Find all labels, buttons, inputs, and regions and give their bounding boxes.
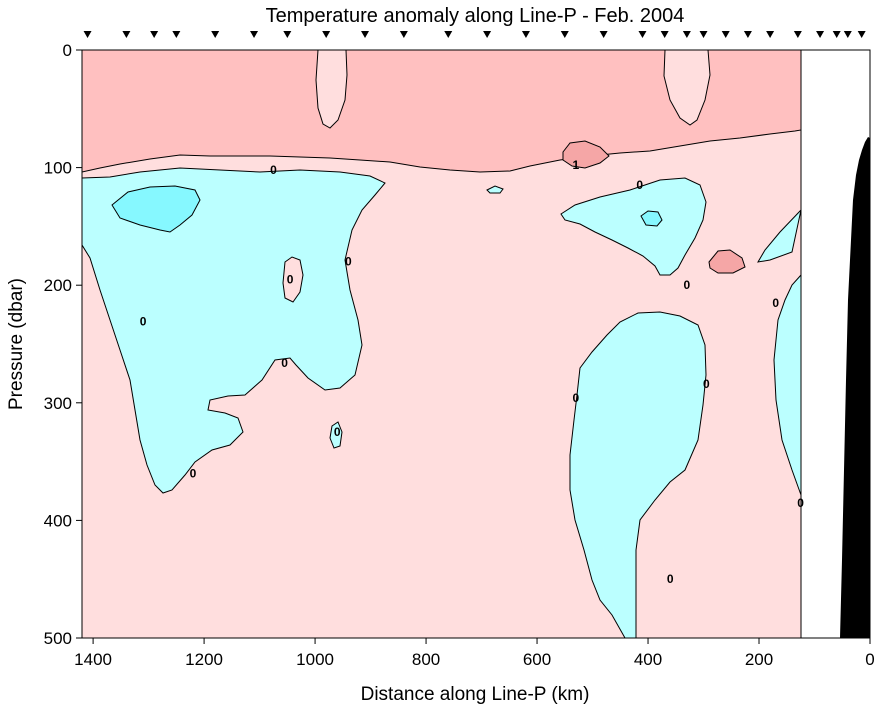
contour-label: 0	[703, 377, 710, 391]
western-cold-core	[111, 185, 201, 233]
cool-blob-960km	[329, 421, 343, 449]
station-marker	[843, 31, 852, 38]
station-marker	[721, 31, 730, 38]
contour-label: 0	[797, 496, 804, 510]
station-marker	[483, 31, 492, 38]
station-marker	[560, 31, 569, 38]
x-axis-label: Distance along Line-P (km)	[361, 684, 590, 705]
contour-label: 0	[270, 163, 277, 177]
station-marker	[250, 31, 259, 38]
station-marker	[660, 31, 669, 38]
western-warm-hole	[282, 256, 304, 303]
contour-label: 0	[334, 425, 341, 439]
surface-lens-east	[663, 50, 711, 126]
station-marker	[857, 31, 866, 38]
station-marker	[361, 31, 370, 38]
y-tick-label: 0	[63, 41, 72, 60]
eastern-cold-core	[640, 210, 663, 227]
y-tick-label: 400	[44, 511, 72, 530]
x-tick-label: 200	[745, 650, 773, 669]
contour-label: 0	[772, 296, 779, 310]
x-tick-label: 0	[865, 650, 874, 669]
x-tick-label: 1400	[74, 650, 112, 669]
y-tick-label: 300	[44, 394, 72, 413]
contour-label: 0	[345, 255, 352, 269]
western-cool-patch	[82, 167, 386, 494]
station-marker	[682, 31, 691, 38]
station-marker	[766, 31, 775, 38]
y-tick-label: 100	[44, 159, 72, 178]
station-marker	[322, 31, 331, 38]
contour-label: 0	[140, 315, 147, 329]
station-marker	[521, 31, 530, 38]
station-marker	[816, 31, 825, 38]
surface-lens-west	[315, 50, 348, 129]
coastal-cool-strip	[757, 140, 802, 496]
contour-label: 0	[281, 356, 288, 370]
contour-label: 0	[667, 572, 674, 586]
station-marker	[122, 31, 131, 38]
bathymetry	[840, 137, 870, 638]
y-tick-label: 500	[44, 629, 72, 648]
station-markers	[83, 31, 866, 38]
x-tick-label: 1000	[296, 650, 334, 669]
x-tick-label: 600	[523, 650, 551, 669]
contour-label: 0	[190, 466, 197, 480]
x-tick-label: 800	[412, 650, 440, 669]
contour-label: 0	[636, 178, 643, 192]
station-marker	[743, 31, 752, 38]
station-marker	[283, 31, 292, 38]
warm-peak	[562, 140, 610, 169]
y-axis: 0 100 200 300 400 500	[44, 41, 82, 648]
chart-title: Temperature anomaly along Line-P - Feb. …	[266, 5, 685, 27]
x-tick-label: 1200	[185, 650, 223, 669]
x-axis: 1400 1200 1000 800 600 400 200 0	[74, 638, 875, 669]
warm-spot-260km	[708, 249, 746, 274]
station-marker	[172, 31, 181, 38]
plot-area	[82, 50, 870, 638]
y-tick-label: 200	[44, 276, 72, 295]
station-marker	[793, 31, 802, 38]
station-marker	[832, 31, 841, 38]
station-marker	[444, 31, 453, 38]
station-marker	[599, 31, 608, 38]
station-marker	[699, 31, 708, 38]
y-axis-label: Pressure (dbar)	[6, 278, 27, 410]
contour-label: 0	[684, 278, 691, 292]
contour-label: 0	[287, 272, 294, 286]
plot-frame	[81, 49, 871, 639]
station-marker	[150, 31, 159, 38]
contour-labels: 0 0 0 0 0 0 0 0 0 0 0 0 0 0 1	[140, 158, 805, 586]
contour-label: 0	[573, 391, 580, 405]
surface-warm-layer	[82, 50, 802, 173]
station-marker	[83, 31, 92, 38]
cool-blob-670km	[486, 185, 504, 194]
eastern-cool-lower	[569, 311, 707, 638]
x-tick-label: 400	[634, 650, 662, 669]
eastern-cool-upper	[560, 177, 707, 276]
station-marker	[211, 31, 220, 38]
station-marker	[638, 31, 647, 38]
station-marker	[399, 31, 408, 38]
contour-label: 1	[573, 158, 580, 172]
